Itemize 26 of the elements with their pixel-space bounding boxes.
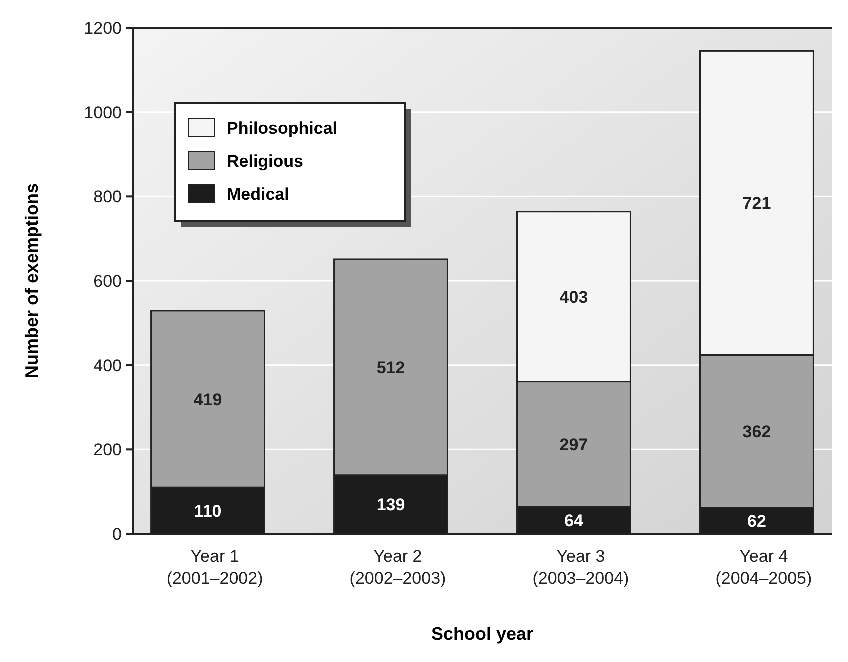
y-tick-label: 600 — [94, 272, 122, 291]
x-tick-label: Year 1 (2001–2002) — [166, 547, 264, 588]
data-label: 419 — [194, 390, 222, 410]
x-tick-label: Year 2 (2002–2003) — [350, 547, 446, 588]
data-label: 62 — [748, 512, 766, 531]
y-tick-label: 0 — [112, 525, 122, 544]
data-label: 110 — [194, 502, 222, 521]
data-label: 362 — [742, 422, 772, 442]
x-tick-label: Year 4 (2004–2005) — [716, 547, 812, 588]
y-tick-label: 800 — [94, 188, 122, 207]
y-axis-title: Number of exemptions — [22, 183, 42, 379]
legend-label: Philosophical — [227, 119, 338, 138]
y-tick-label: 1000 — [84, 103, 122, 122]
x-tick-label: Year 3 (2003–2004) — [532, 547, 630, 588]
y-tick-label: 400 — [94, 356, 122, 376]
legend-label: Religious — [227, 152, 304, 171]
data-label: 64 — [564, 512, 584, 531]
data-label: 297 — [560, 435, 588, 454]
legend-label: Medical — [227, 185, 290, 204]
data-label: 139 — [376, 496, 406, 515]
data-label: 512 — [376, 358, 406, 378]
y-tick-label: 1200 — [84, 19, 122, 38]
y-tick-label: 200 — [94, 440, 122, 460]
x-axis-title: School year — [431, 624, 534, 644]
data-label: 403 — [560, 288, 588, 307]
data-label: 721 — [742, 194, 772, 214]
